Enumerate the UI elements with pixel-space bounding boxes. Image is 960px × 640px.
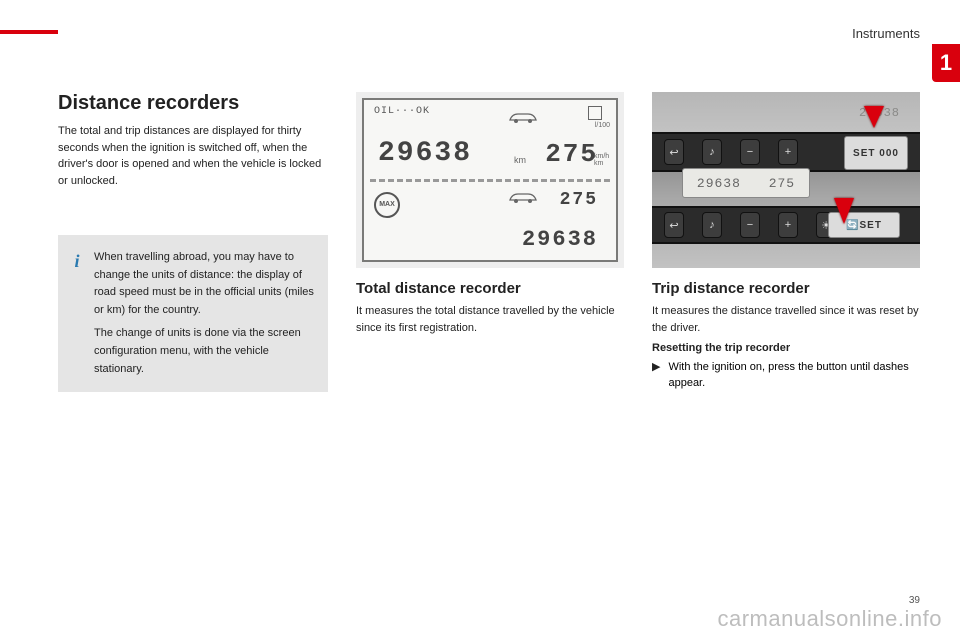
info-p1: When travelling abroad, you may have to … — [94, 249, 314, 319]
speed-value: 275 — [545, 139, 598, 169]
set-button[interactable]: SET 000 — [844, 136, 908, 170]
pointer-arrow-icon — [834, 198, 854, 224]
dash-btn[interactable]: ↩ — [664, 139, 684, 165]
trip-body: It measures the distance travelled since… — [652, 303, 920, 336]
l100-label: l/100 — [595, 122, 610, 129]
accent-bar — [0, 30, 58, 34]
page-number: 39 — [909, 595, 920, 606]
speed-unit: km/hkm — [594, 153, 618, 167]
row2-big: 29638 — [522, 227, 598, 252]
trip-sub: Resetting the trip recorder — [652, 340, 920, 357]
dash-btn[interactable]: − — [740, 212, 760, 238]
info-icon: i — [68, 247, 86, 265]
oil-ok-label: OIL···OK — [374, 106, 430, 117]
total-heading: Total distance recorder — [356, 280, 624, 297]
fuel-icon — [588, 106, 602, 120]
dash-btn[interactable]: ↩ — [664, 212, 684, 238]
dash-btn[interactable]: + — [778, 139, 798, 165]
figure-total-recorder: OIL···OK l/100 29638 km 275 km/hkm MAX — [356, 92, 624, 268]
odo-unit: km — [514, 155, 526, 165]
trip-heading: Trip distance recorder — [652, 280, 920, 297]
section-label: Instruments — [852, 26, 920, 41]
dash-btn[interactable]: ♪ — [702, 212, 722, 238]
page-title: Distance recorders — [58, 92, 328, 115]
lcd-row-top: OIL···OK l/100 29638 km 275 km/hkm — [364, 100, 616, 179]
dash-btn[interactable]: + — [778, 212, 798, 238]
bullet-icon: ▶ — [652, 359, 660, 392]
watermark: carmanualsonline.info — [717, 606, 942, 632]
intro-text: The total and trip distances are display… — [58, 123, 328, 189]
pointer-arrow-icon — [864, 106, 884, 128]
odo-value: 29638 — [378, 138, 472, 169]
car-icon — [508, 190, 538, 204]
dash-btn[interactable]: − — [740, 139, 760, 165]
col-right: 29638 ↩ ♪ − + SET 000 29638 275 ↩ — [652, 92, 920, 392]
row2-small: 275 — [560, 190, 598, 210]
col-middle: OIL···OK l/100 29638 km 275 km/hkm MAX — [356, 92, 624, 392]
chapter-tab: 1 — [932, 44, 960, 82]
col-left: Distance recorders The total and trip di… — [58, 92, 328, 392]
total-body: It measures the total distance travelled… — [356, 303, 624, 336]
lcd-frame: OIL···OK l/100 29638 km 275 km/hkm MAX — [362, 98, 618, 262]
lcd-mini: 29638 275 — [682, 168, 810, 198]
lcd-mini-left: 29638 — [697, 176, 741, 191]
max-badge: MAX — [374, 192, 400, 218]
bullet-text: With the ignition on, press the button u… — [668, 359, 920, 392]
lcd-mini-right: 275 — [769, 176, 795, 191]
info-p2: The change of units is done via the scre… — [94, 325, 314, 378]
info-box: i When travelling abroad, you may have t… — [58, 235, 328, 392]
trip-bullet: ▶ With the ignition on, press the button… — [652, 359, 920, 392]
figure-trip-recorder: 29638 ↩ ♪ − + SET 000 29638 275 ↩ — [652, 92, 920, 268]
page-content: Distance recorders The total and trip di… — [58, 92, 920, 392]
car-icon — [508, 110, 538, 124]
dashboard-photo: 29638 ↩ ♪ − + SET 000 29638 275 ↩ — [652, 92, 920, 268]
lcd-row-bottom: MAX 275 29638 — [364, 182, 616, 261]
dash-btn[interactable]: ♪ — [702, 139, 722, 165]
